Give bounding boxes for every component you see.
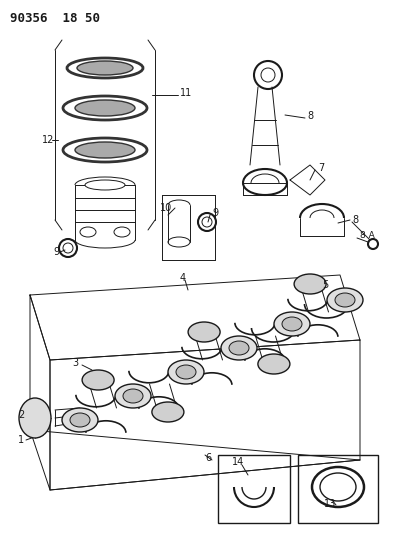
- Ellipse shape: [294, 274, 326, 294]
- Text: 1: 1: [18, 435, 24, 445]
- Text: 9: 9: [53, 247, 59, 257]
- Ellipse shape: [75, 142, 135, 158]
- Ellipse shape: [188, 322, 220, 342]
- Text: 8 A: 8 A: [360, 231, 375, 240]
- Ellipse shape: [202, 217, 212, 227]
- Text: 14: 14: [232, 457, 244, 467]
- Text: 6: 6: [205, 453, 211, 463]
- Text: 5: 5: [322, 280, 328, 290]
- Ellipse shape: [327, 288, 363, 312]
- Text: 11: 11: [180, 88, 192, 98]
- Ellipse shape: [75, 100, 135, 116]
- Text: 8: 8: [352, 215, 358, 225]
- Ellipse shape: [168, 360, 204, 384]
- Ellipse shape: [80, 227, 96, 237]
- Text: 7: 7: [318, 163, 324, 173]
- Ellipse shape: [114, 227, 130, 237]
- Ellipse shape: [282, 317, 302, 331]
- Ellipse shape: [320, 473, 356, 501]
- Ellipse shape: [274, 312, 310, 336]
- Ellipse shape: [19, 398, 51, 438]
- Bar: [298, 455, 378, 523]
- Text: 9: 9: [212, 208, 218, 218]
- Ellipse shape: [176, 365, 196, 379]
- Text: 12: 12: [42, 135, 54, 145]
- Text: 8: 8: [307, 111, 313, 121]
- Ellipse shape: [70, 413, 90, 427]
- Text: 10: 10: [160, 203, 172, 213]
- Bar: [218, 455, 290, 523]
- Ellipse shape: [115, 384, 151, 408]
- Text: 90356  18 50: 90356 18 50: [10, 12, 100, 25]
- Ellipse shape: [152, 402, 184, 422]
- Ellipse shape: [221, 336, 257, 360]
- Ellipse shape: [261, 68, 275, 82]
- Text: 3: 3: [72, 358, 78, 368]
- Text: 4: 4: [180, 273, 186, 283]
- Ellipse shape: [123, 389, 143, 403]
- Ellipse shape: [85, 180, 125, 190]
- Text: 2: 2: [18, 410, 24, 420]
- Ellipse shape: [229, 341, 249, 355]
- Ellipse shape: [258, 354, 290, 374]
- Ellipse shape: [82, 370, 114, 390]
- Ellipse shape: [77, 61, 133, 75]
- Text: 13: 13: [324, 499, 336, 509]
- Ellipse shape: [63, 243, 73, 253]
- Ellipse shape: [62, 408, 98, 432]
- Ellipse shape: [335, 293, 355, 307]
